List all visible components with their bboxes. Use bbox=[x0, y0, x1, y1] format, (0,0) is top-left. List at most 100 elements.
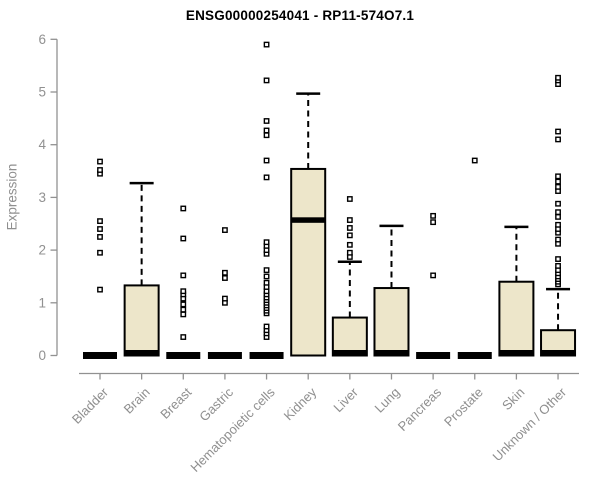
outlier-point bbox=[346, 196, 353, 202]
x-category-label: Pancreas bbox=[395, 384, 445, 434]
box-hematopoietic-cells bbox=[249, 41, 284, 359]
outlier-point bbox=[97, 226, 103, 232]
outlier-point bbox=[97, 249, 103, 256]
outlier-point bbox=[97, 234, 103, 240]
outlier-point bbox=[263, 279, 270, 286]
x-category-label: Bladder bbox=[69, 384, 112, 427]
median-line bbox=[207, 352, 242, 359]
x-category-label: Kidney bbox=[281, 384, 320, 423]
chart-title: ENSG00000254041 - RP11-574O7.1 bbox=[185, 8, 415, 23]
y-axis bbox=[50, 38, 58, 357]
outlier-point bbox=[97, 158, 103, 165]
outlier-point bbox=[555, 236, 561, 243]
x-category-label: Gastric bbox=[196, 384, 236, 424]
y-tick-label: 6 bbox=[38, 32, 46, 47]
outlier-point bbox=[555, 200, 561, 207]
outlier-point bbox=[97, 167, 103, 173]
outlier-point bbox=[555, 128, 561, 135]
box-liver bbox=[331, 196, 368, 357]
x-category-label: Skin bbox=[499, 385, 527, 413]
outlier-point bbox=[263, 77, 270, 84]
outlier-point bbox=[180, 311, 187, 318]
outlier-point bbox=[263, 157, 270, 164]
outlier-point bbox=[222, 269, 228, 276]
y-tick-label: 2 bbox=[38, 243, 46, 258]
x-category-label: Breast bbox=[157, 384, 194, 421]
outlier-point bbox=[263, 323, 270, 330]
outlier-point bbox=[555, 74, 561, 81]
outlier-point bbox=[180, 288, 187, 295]
outlier-point bbox=[555, 183, 561, 190]
outlier-point bbox=[180, 306, 187, 313]
median-line bbox=[166, 352, 201, 359]
outlier-point bbox=[555, 173, 561, 180]
box-kidney bbox=[290, 92, 327, 357]
median-line bbox=[457, 352, 492, 359]
median-line bbox=[374, 350, 409, 356]
outlier-point bbox=[263, 41, 270, 48]
outlier-point bbox=[430, 212, 437, 219]
y-tick-label: 3 bbox=[38, 190, 46, 205]
x-category-label: Unknown / Other bbox=[490, 384, 570, 464]
x-category-label: Prostate bbox=[441, 385, 486, 430]
box-unknown-other bbox=[540, 74, 577, 357]
outlier-point bbox=[263, 132, 270, 139]
median-line bbox=[541, 350, 576, 356]
box-pancreas bbox=[416, 212, 451, 359]
median-line bbox=[416, 352, 451, 359]
outlier-point bbox=[346, 249, 353, 256]
median-line bbox=[291, 217, 326, 223]
outlier-point bbox=[555, 263, 561, 269]
outlier-point bbox=[222, 227, 228, 233]
box-breast bbox=[166, 205, 201, 359]
outlier-point bbox=[555, 213, 561, 220]
outlier-point bbox=[263, 127, 270, 134]
outlier-point bbox=[430, 272, 437, 279]
box-bladder bbox=[83, 158, 117, 359]
outlier-point bbox=[263, 174, 270, 181]
outlier-point bbox=[180, 235, 187, 242]
outlier-point bbox=[97, 218, 103, 225]
outlier-point bbox=[555, 209, 561, 216]
outlier-point bbox=[555, 178, 561, 185]
median-line bbox=[499, 350, 534, 356]
outlier-point bbox=[263, 118, 270, 124]
x-category-label: Liver bbox=[330, 384, 361, 415]
y-tick-labels: 0 1 2 3 4 5 6 bbox=[38, 32, 46, 363]
y-tick-label: 1 bbox=[38, 295, 46, 310]
outlier-point bbox=[430, 219, 437, 226]
outlier-point bbox=[555, 221, 561, 228]
outlier-point bbox=[180, 301, 187, 308]
outlier-point bbox=[97, 286, 103, 293]
outlier-point bbox=[222, 275, 228, 281]
box-gastric bbox=[207, 227, 242, 359]
outlier-point bbox=[180, 205, 187, 212]
median-line bbox=[124, 350, 159, 356]
y-tick-label: 0 bbox=[38, 348, 46, 363]
box-prostate bbox=[457, 157, 492, 359]
box-lung bbox=[373, 224, 410, 357]
outlier-point bbox=[346, 232, 353, 239]
outlier-point bbox=[222, 295, 228, 302]
y-tick-label: 4 bbox=[38, 137, 46, 152]
median-line bbox=[249, 352, 284, 359]
outlier-point bbox=[555, 256, 561, 262]
outlier-point bbox=[263, 273, 270, 280]
outlier-point bbox=[346, 217, 353, 223]
x-axis bbox=[79, 372, 579, 380]
outlier-point bbox=[263, 267, 270, 274]
box-skin bbox=[498, 225, 535, 357]
median-line bbox=[332, 350, 367, 356]
median-line bbox=[83, 352, 117, 359]
outlier-point bbox=[346, 225, 353, 231]
x-category-label: Brain bbox=[121, 385, 153, 417]
outlier-point bbox=[555, 136, 561, 143]
x-category-label: Lung bbox=[372, 385, 403, 416]
y-tick-label: 5 bbox=[38, 85, 46, 100]
outlier-point bbox=[180, 334, 187, 340]
outlier-point bbox=[471, 157, 478, 164]
box-brain bbox=[123, 181, 160, 357]
